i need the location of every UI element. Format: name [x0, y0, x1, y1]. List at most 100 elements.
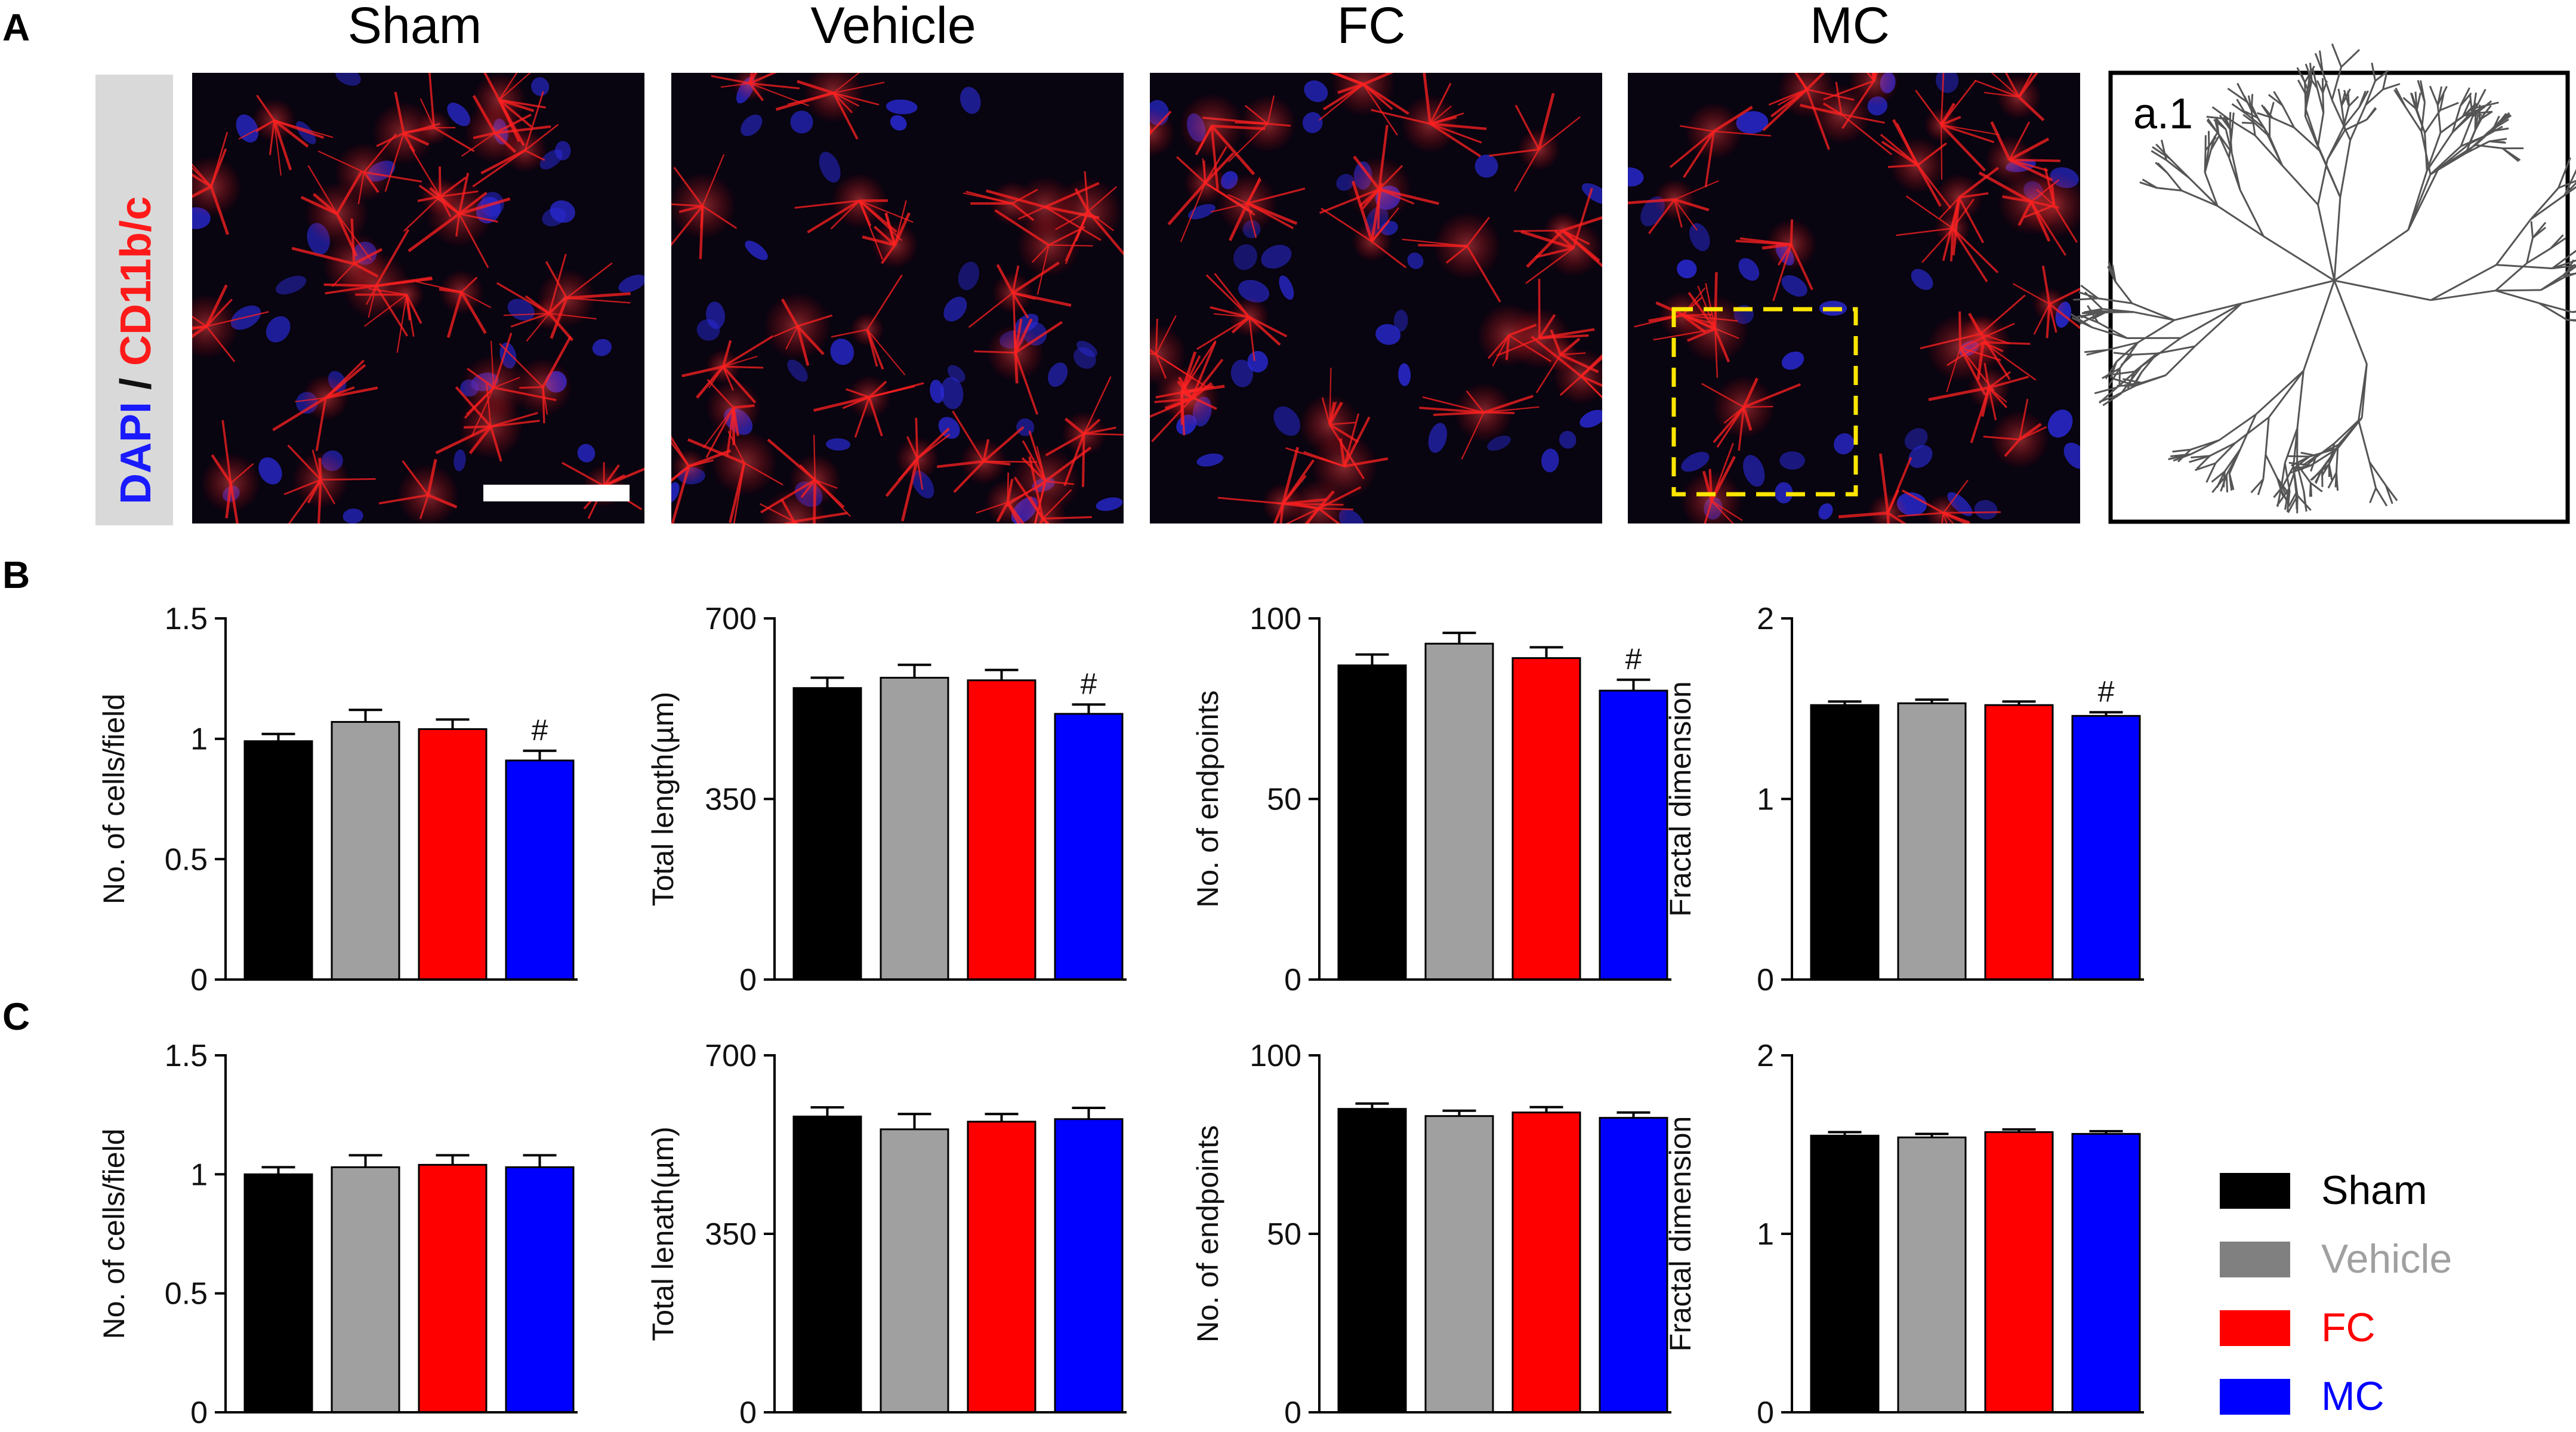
y-axis-label: Total lenath(µm) [646, 1126, 680, 1341]
bar-charts: #0 0.5 1 1.5 No. of cells/field #0 350 700 Total… [97, 602, 2144, 1430]
bar-mc [505, 1166, 575, 1413]
y-tick-label: 2 [1757, 1039, 1774, 1073]
bar-mc [1054, 1118, 1124, 1413]
y-tick-label: 2 [1757, 602, 1774, 636]
significance-mark: # [532, 713, 548, 747]
bar-vehicle [880, 676, 949, 981]
bar-mc [505, 759, 575, 981]
y-tick-label: 50 [1267, 783, 1301, 817]
bar-sham [1337, 1108, 1407, 1413]
stain-label: DAPI / CD11b/c [95, 75, 173, 525]
micrograph-vehicle [671, 73, 1124, 523]
y-tick-label: 0.5 [165, 842, 208, 877]
y-tick-label: 100 [1250, 1039, 1301, 1073]
chart-b-1: #0 0.5 1 1.5 No. of cells/field [97, 602, 578, 997]
bar-fc [1984, 1131, 2054, 1413]
legend-label-fc: FC [2321, 1305, 2376, 1350]
chart-c-2: 0 350 700 Total lenath(µm) [646, 1039, 1127, 1430]
y-tick-label: 1 [1757, 1217, 1774, 1252]
stain-label-text: DAPI / CD11b/c [112, 196, 160, 504]
bar-sham [792, 1116, 862, 1413]
micrograph-title-vehicle: Vehicle [810, 0, 976, 54]
stain-label-background [95, 75, 173, 525]
bar-mc [1599, 1117, 1668, 1413]
y-tick-label: 100 [1250, 602, 1301, 636]
highlight-box [1671, 307, 1858, 497]
y-axis-label: Fractal dimension [1664, 1116, 1697, 1352]
y-tick-label: 50 [1267, 1217, 1301, 1252]
bar-mc [1599, 689, 1668, 981]
panel-label-a: A [2, 6, 30, 49]
y-tick-label: 0 [190, 1396, 208, 1430]
y-tick-label: 0 [1284, 963, 1301, 997]
cell-skeleton [2070, 43, 2576, 513]
micrograph-mc [1628, 73, 2080, 523]
y-tick-label: 0 [1284, 1396, 1301, 1430]
y-axis-label: No. of endpoints [1191, 1125, 1224, 1342]
legend-label-sham: Sham [2321, 1168, 2427, 1213]
bar-fc [1984, 704, 2054, 981]
y-axis-label: No. of cells/field [97, 1129, 131, 1339]
bar-fc [967, 1120, 1036, 1413]
chart-b-2: #0 350 700 Total length(µm) [646, 602, 1127, 997]
bar-vehicle [1424, 642, 1494, 981]
significance-mark: # [1081, 667, 1097, 700]
bar-vehicle [880, 1128, 949, 1413]
micrograph-fc [1150, 73, 1602, 523]
stain-label-dapi: DAPI [112, 402, 160, 504]
y-tick-label: 700 [705, 1039, 757, 1073]
legend-label-vehicle: Vehicle [2321, 1236, 2452, 1282]
bar-vehicle [331, 1166, 400, 1413]
inset-panel: a.1 [2070, 43, 2576, 524]
y-tick-label: 350 [705, 783, 757, 817]
y-tick-label: 0 [739, 1396, 757, 1430]
bar-fc [418, 728, 488, 981]
bar-vehicle [1424, 1115, 1494, 1413]
inset-label: a.1 [2133, 90, 2193, 138]
y-tick-label: 1 [190, 1157, 208, 1192]
micrograph-title-sham: Sham [348, 0, 482, 54]
legend-swatch-vehicle [2220, 1242, 2290, 1277]
bar-vehicle [1897, 702, 1967, 981]
y-axis-label: Total length(µm) [646, 692, 680, 907]
bar-mc [1054, 713, 1124, 981]
bar-mc [2071, 715, 2141, 981]
chart-b-3: #0 50 100 No. of endpoints [1191, 602, 1671, 997]
scale-bar [483, 485, 630, 501]
y-tick-label: 700 [705, 602, 757, 636]
bar-sham [792, 687, 862, 981]
chart-c-3: 0 50 100 No. of endpoints [1191, 1039, 1671, 1430]
significance-mark: # [2098, 675, 2115, 708]
y-tick-label: 0 [1757, 1396, 1774, 1430]
bar-fc [1511, 1111, 1581, 1413]
stain-label-marker: CD11b/c [112, 196, 160, 366]
legend: Sham Vehicle FC MC [2220, 1168, 2452, 1419]
y-tick-label: 1 [190, 722, 208, 757]
stain-label-separator: / [112, 366, 160, 402]
significance-mark: # [1625, 642, 1642, 676]
bar-vehicle [1897, 1137, 1967, 1413]
y-tick-label: 0 [739, 963, 757, 997]
y-axis-label: No. of endpoints [1191, 690, 1224, 907]
y-tick-label: 0.5 [165, 1277, 208, 1311]
chart-c-4: 0 1 2 Fractal dimension [1664, 1039, 2144, 1430]
panel-label-c: C [2, 995, 30, 1038]
bar-mc [2071, 1133, 2141, 1413]
bar-fc [1511, 657, 1581, 981]
bar-sham [243, 740, 313, 981]
bar-sham [243, 1173, 313, 1413]
legend-swatch-mc [2220, 1379, 2290, 1415]
y-tick-label: 0 [190, 963, 208, 997]
y-tick-label: 0 [1757, 963, 1774, 997]
chart-c-1: 0 0.5 1 1.5 No. of cells/field [97, 1039, 578, 1430]
y-tick-label: 1.5 [165, 602, 208, 636]
micrograph-title-mc: MC [1810, 0, 1890, 54]
legend-swatch-fc [2220, 1310, 2290, 1346]
micrograph-title-fc: FC [1337, 0, 1406, 54]
panel-label-b: B [2, 553, 30, 596]
bar-sham [1810, 1135, 1880, 1413]
y-axis-label: No. of cells/field [97, 694, 131, 904]
legend-label-mc: MC [2321, 1374, 2384, 1419]
bar-sham [1810, 704, 1880, 981]
